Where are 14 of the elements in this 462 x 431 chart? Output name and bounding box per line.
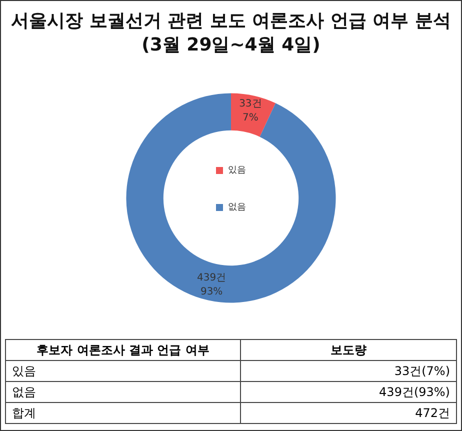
- text: 후보자 여론조사 결과 언급 여부: [6, 340, 240, 360]
- text: 없음: [6, 382, 240, 402]
- text: 있음: [6, 360, 240, 382]
- chart-subtitle: (3월 29일~4월 4일): [142, 34, 320, 56]
- text: 33건(7%): [240, 360, 456, 382]
- text: 보도량: [240, 340, 456, 360]
- data-label: 33건 7%: [239, 98, 262, 124]
- data-label: 439건 93%: [197, 272, 226, 298]
- text: 472건: [240, 402, 456, 424]
- text: 439건(93%): [240, 382, 456, 402]
- legend-label: 없음: [228, 202, 246, 212]
- chart-title: 서울시장 보궐선거 관련 보도 여론조사 언급 여부 분석: [11, 10, 451, 32]
- text: 합계: [6, 402, 240, 424]
- legend-label: 있음: [228, 166, 246, 176]
